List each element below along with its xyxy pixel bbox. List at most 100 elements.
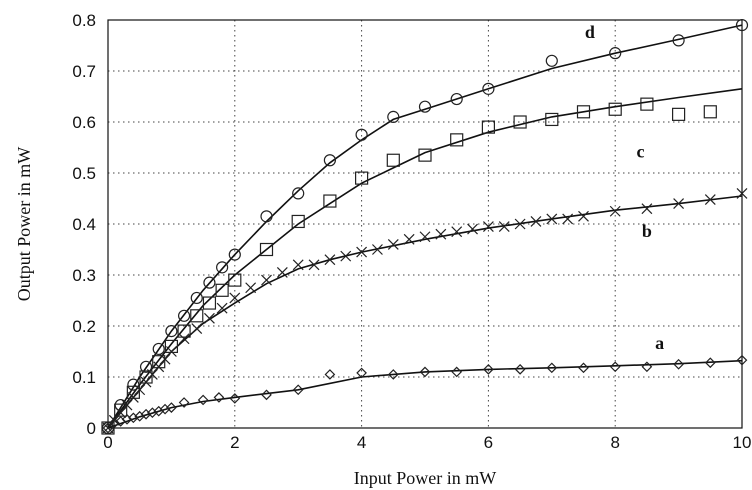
data-point-d bbox=[152, 342, 165, 356]
y-tick-label: 0.5 bbox=[72, 164, 96, 183]
data-point-b bbox=[191, 323, 203, 334]
x-tick-label: 0 bbox=[103, 433, 112, 452]
data-point-a bbox=[121, 413, 133, 425]
y-axis-title: Output Power in mW bbox=[14, 147, 34, 302]
data-point-b bbox=[292, 259, 304, 271]
data-point-b bbox=[435, 228, 447, 240]
data-point-c bbox=[671, 107, 686, 121]
data-point-b bbox=[324, 254, 336, 266]
data-point-a bbox=[128, 412, 139, 424]
data-point-c bbox=[152, 355, 166, 369]
data-point-d bbox=[735, 19, 749, 32]
data-point-d bbox=[190, 291, 203, 305]
data-point-b bbox=[204, 312, 215, 324]
tick-labels: 0 2 4 6 8 10 0 0.1 0.2 0.3 0.4 0.5 0.6 0.7 0.8 bbox=[72, 11, 751, 452]
data-point-a bbox=[261, 389, 272, 401]
x-tick-label: 10 bbox=[733, 433, 752, 452]
data-point-b bbox=[153, 361, 165, 373]
data-point-c bbox=[114, 403, 128, 417]
data-point-b bbox=[340, 250, 352, 262]
data-point-a bbox=[704, 357, 716, 369]
data-point-b bbox=[372, 244, 383, 255]
data-point-a bbox=[292, 384, 304, 396]
data-point-d bbox=[672, 34, 685, 47]
data-point-a bbox=[102, 422, 114, 434]
data-point-b bbox=[673, 198, 685, 210]
data-point-a bbox=[356, 367, 367, 379]
y-tick-label: 0 bbox=[87, 419, 96, 438]
data-point-d bbox=[139, 360, 153, 373]
data-point-d bbox=[165, 325, 178, 338]
data-point-b bbox=[451, 226, 463, 238]
curve-label-a: a bbox=[655, 333, 664, 353]
data-point-d bbox=[418, 100, 432, 113]
data-point-d bbox=[177, 309, 191, 322]
data-point-b bbox=[514, 218, 526, 230]
data-point-b bbox=[229, 292, 241, 304]
data-point-a bbox=[213, 392, 225, 403]
data-point-b bbox=[140, 376, 152, 388]
data-markers bbox=[101, 19, 749, 435]
data-point-a bbox=[578, 362, 589, 374]
data-point-b bbox=[102, 422, 114, 434]
data-point-b bbox=[530, 216, 542, 227]
data-point-a bbox=[159, 403, 171, 415]
data-point-a bbox=[483, 364, 494, 375]
data-point-d bbox=[609, 47, 622, 60]
data-point-d bbox=[482, 82, 495, 95]
data-point-a bbox=[140, 408, 152, 420]
data-point-c bbox=[291, 214, 305, 229]
x-tick-label: 6 bbox=[484, 433, 493, 452]
data-point-c bbox=[481, 120, 495, 134]
y-tick-label: 0.4 bbox=[72, 215, 96, 234]
data-point-c bbox=[228, 273, 242, 287]
y-tick-label: 0.2 bbox=[72, 317, 96, 336]
y-tick-label: 0.6 bbox=[72, 113, 96, 132]
data-point-a bbox=[419, 366, 431, 378]
data-point-c bbox=[177, 324, 191, 338]
data-point-b bbox=[546, 213, 558, 225]
y-tick-label: 0.3 bbox=[72, 266, 96, 285]
data-point-a bbox=[641, 361, 653, 373]
data-point-c bbox=[355, 171, 369, 185]
grid-lines bbox=[108, 20, 742, 428]
data-point-c bbox=[323, 194, 337, 208]
data-point-d bbox=[203, 276, 216, 289]
data-point-a bbox=[546, 362, 558, 374]
data-point-b bbox=[578, 210, 589, 222]
data-point-b bbox=[245, 282, 257, 294]
x-tick-label: 8 bbox=[610, 433, 619, 452]
data-point-a bbox=[147, 407, 158, 419]
data-point-b bbox=[165, 346, 177, 357]
data-point-d bbox=[355, 128, 368, 141]
curve-label-b: b bbox=[642, 221, 652, 241]
data-point-d bbox=[387, 110, 400, 124]
data-point-d bbox=[260, 210, 273, 223]
y-tick-label: 0.8 bbox=[72, 11, 96, 30]
data-point-b bbox=[387, 238, 399, 250]
data-point-d bbox=[216, 261, 229, 274]
data-point-a bbox=[451, 366, 463, 378]
data-point-d bbox=[292, 187, 305, 200]
data-point-b bbox=[356, 246, 368, 258]
data-point-c bbox=[139, 370, 153, 384]
data-point-b bbox=[704, 194, 716, 205]
data-point-a bbox=[197, 394, 209, 406]
data-point-d bbox=[127, 378, 140, 391]
data-point-b bbox=[308, 259, 320, 271]
data-point-c bbox=[576, 105, 591, 119]
plot-frame bbox=[107, 19, 743, 429]
data-point-b bbox=[276, 267, 288, 278]
y-tick-label: 0.1 bbox=[72, 368, 96, 387]
data-point-b bbox=[641, 203, 653, 215]
curve-label-c: c bbox=[637, 142, 645, 162]
data-point-a bbox=[387, 369, 399, 380]
data-point-b bbox=[178, 333, 190, 345]
x-tick-label: 4 bbox=[357, 433, 366, 452]
curve-label-d: d bbox=[585, 22, 595, 42]
data-point-b bbox=[127, 391, 139, 403]
data-point-c bbox=[215, 283, 229, 297]
data-point-c bbox=[608, 102, 622, 116]
data-point-b bbox=[467, 223, 478, 235]
data-point-b bbox=[609, 205, 621, 217]
